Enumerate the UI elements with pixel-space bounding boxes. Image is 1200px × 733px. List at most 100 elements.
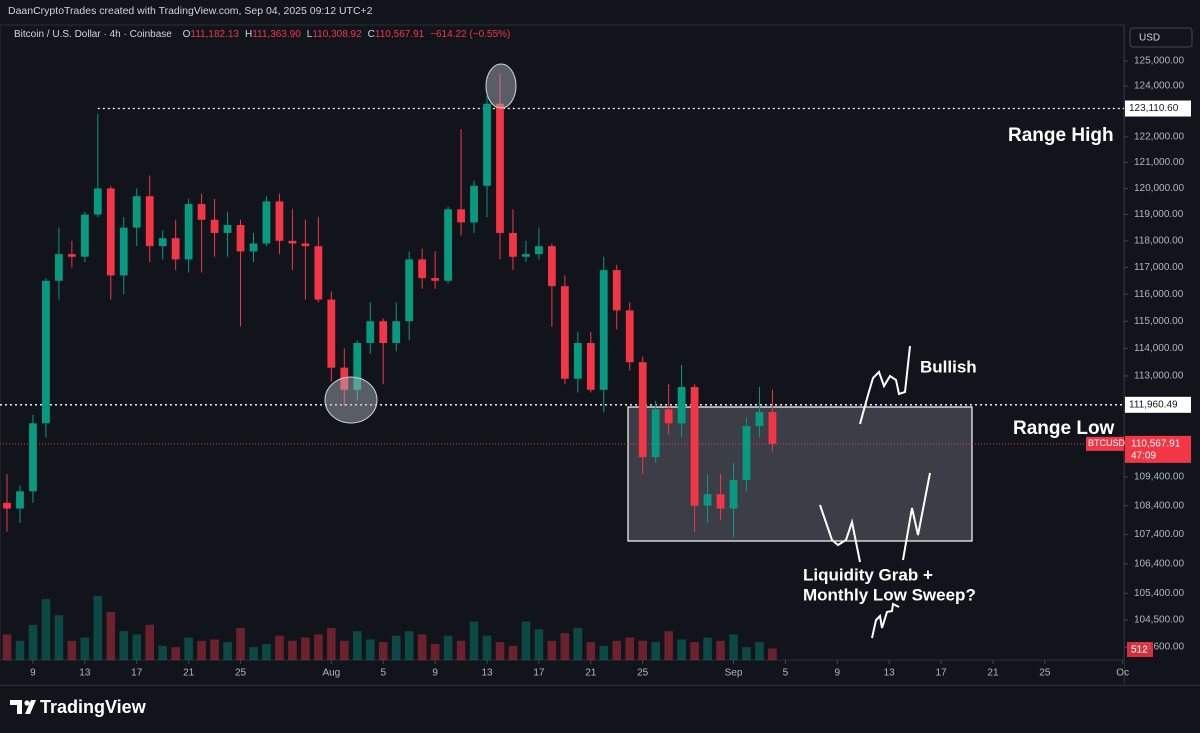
volume-bar (132, 634, 142, 660)
legend-value: 111,182.13 (190, 29, 239, 40)
volume-bar (547, 640, 557, 660)
legend-key: O (183, 29, 191, 40)
y-tick-label: 121,000.00 (1134, 157, 1184, 168)
recovery-path (902, 472, 931, 561)
candle-body (3, 502, 11, 509)
volume-label-box (1127, 642, 1153, 657)
volume-bar (378, 642, 388, 660)
volume-bar (742, 647, 751, 660)
volume-bar (586, 642, 596, 660)
y-tick-label: 117,000.00 (1134, 262, 1184, 273)
symbol-box (1086, 436, 1124, 451)
candle-body (535, 246, 543, 255)
candle-body (405, 259, 414, 322)
currency: USD (1139, 33, 1160, 44)
candle-body (625, 310, 634, 363)
candle-body (768, 412, 777, 444)
candle-body (106, 188, 115, 276)
x-tick-label: 21 (585, 668, 597, 679)
x-tick-label: 21 (987, 668, 999, 679)
volume-bar (664, 631, 673, 660)
volume-bar (560, 633, 570, 660)
candle-body (703, 494, 712, 506)
volume-bar (210, 639, 219, 660)
y-tick-label: 119,000.00 (1134, 209, 1184, 220)
y-tick-label: 103,600.00 (1134, 642, 1184, 653)
candle-body (560, 286, 569, 379)
volume-bar (80, 637, 90, 660)
volume-bar (197, 640, 206, 660)
volume-bar (353, 631, 362, 660)
volume-bar (184, 637, 193, 660)
brand-logo: TradingView (10, 697, 147, 717)
volume-bar (93, 596, 103, 660)
candle-body (651, 409, 660, 458)
candle-body (638, 362, 647, 458)
volume-bar (625, 637, 635, 660)
y-tick-label: 115,000.00 (1134, 316, 1184, 327)
candle-body (340, 367, 349, 390)
level-label: 111,960.49 (1129, 399, 1178, 410)
candle-body (29, 423, 37, 492)
candle-body (210, 219, 219, 233)
candle-body (119, 227, 128, 276)
candle-body (418, 259, 427, 279)
volume-bar (521, 621, 531, 660)
countdown: 47:09 (1131, 451, 1156, 462)
candle-body (547, 246, 556, 287)
volume-bar (417, 634, 427, 660)
volume-bar (677, 639, 686, 660)
symbol: Bitcoin / U.S. Dollar · 4h · Coinbase (14, 29, 172, 40)
y-tick-label: 120,000.00 (1134, 183, 1184, 194)
volume-bar (262, 644, 271, 660)
volume-bar (288, 640, 297, 660)
volume-bar (223, 642, 232, 660)
candle-body (664, 409, 673, 424)
candle-body (755, 412, 764, 427)
y-axis: 125,000.00 124,000.00 122,000.00 121,000.00… (1086, 56, 1191, 657)
legend-key: C (368, 29, 375, 40)
volume-bar (703, 637, 712, 660)
x-axis: 9 13 17 21 25 Aug 5 9 13 17 21 25 Sep 5 9 13 17 21 25 Oc (30, 660, 1129, 679)
x-tick-label: 21 (183, 668, 195, 679)
annotation: Liquidity Grab + (803, 565, 933, 584)
volume-bar (729, 634, 738, 660)
y-tick-label: 104,500.00 (1134, 615, 1184, 626)
candle-body (80, 214, 89, 257)
annotation: Monthly Low Sweep? (803, 585, 976, 604)
x-tick-label: 9 (432, 668, 438, 679)
x-tick-label: 5 (783, 668, 789, 679)
symbol-label: BTCUSD (1088, 438, 1126, 448)
price-axis (1124, 25, 1200, 685)
y-tick-label: 106,400.00 (1134, 558, 1184, 569)
candle-body (729, 479, 738, 509)
candle-body (171, 238, 180, 260)
x-tick-label: 13 (79, 668, 91, 679)
high-highlight (485, 63, 517, 109)
volume-bar (599, 645, 609, 660)
x-tick-label: 9 (30, 668, 36, 679)
currency-box (1129, 27, 1193, 48)
candle-body (379, 321, 388, 344)
x-tick-label: 13 (481, 668, 493, 679)
candle-body (197, 204, 206, 220)
y-tick-label: 114,000.00 (1134, 343, 1184, 354)
candle-body (431, 278, 440, 281)
volume-bar (54, 615, 64, 660)
y-tick-label: 124,000.00 (1134, 81, 1184, 92)
candle-body (67, 254, 76, 257)
candle-body (716, 494, 725, 509)
volume-bar (573, 628, 583, 660)
volume-bar (301, 637, 310, 660)
candle-body (55, 254, 63, 281)
candle-body (366, 321, 375, 344)
candle-body (522, 254, 530, 257)
legend-change: −614.22 (−0.55%) (430, 29, 510, 40)
x-tick-label: 5 (380, 668, 386, 679)
volume-bar (340, 640, 349, 660)
volume-bar (404, 631, 414, 660)
volume-bar (28, 624, 38, 660)
volume-bar (106, 612, 116, 660)
volume-bar (391, 635, 401, 660)
